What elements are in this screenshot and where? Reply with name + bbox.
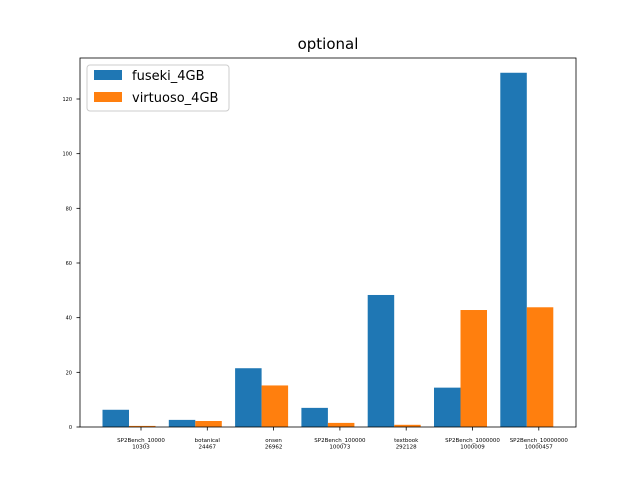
y-tick-label: 40 bbox=[66, 316, 72, 322]
bar-virtuoso-3 bbox=[327, 422, 355, 427]
chart-title: optional bbox=[298, 35, 359, 53]
y-tick-label: 80 bbox=[66, 206, 72, 212]
bars-layer bbox=[102, 72, 554, 427]
y-tick-label: 120 bbox=[62, 97, 72, 103]
axes-layer bbox=[79, 57, 577, 428]
x-tick-label: 26962 bbox=[265, 445, 283, 451]
legend: fuseki_4GB virtuoso_4GB bbox=[86, 64, 230, 112]
x-tick-label: 1000009 bbox=[460, 445, 485, 451]
x-tick-label: 292128 bbox=[396, 445, 417, 451]
y-tick-label: 0 bbox=[69, 425, 72, 431]
x-tick-label: 100073 bbox=[329, 445, 350, 451]
x-tick-label: botanical bbox=[195, 438, 221, 444]
bar-fuseki-5 bbox=[434, 387, 461, 427]
y-tick-label: 20 bbox=[66, 370, 72, 376]
bar-virtuoso-0 bbox=[129, 425, 156, 427]
y-tick-label: 60 bbox=[66, 261, 72, 267]
x-tick-label: SP2Bench_1000000 bbox=[445, 438, 500, 444]
legend-label-virtuoso: virtuoso_4GB bbox=[132, 91, 218, 106]
bar-fuseki-1 bbox=[168, 419, 196, 427]
x-tick-label: SP2Bench_10000000 bbox=[510, 438, 569, 444]
x-tick-label: onsen bbox=[265, 438, 282, 444]
bar-virtuoso-2 bbox=[261, 385, 289, 427]
y-axis-ticks: 0 20 40 60 80 100 120 bbox=[62, 97, 80, 431]
x-tick-label: 24467 bbox=[199, 445, 217, 451]
bar-virtuoso-5 bbox=[460, 310, 487, 427]
x-tick-label: 10303 bbox=[132, 445, 150, 451]
x-tick-label: textbook bbox=[394, 438, 419, 444]
bar-fuseki-4 bbox=[367, 294, 395, 427]
bar-virtuoso-6 bbox=[526, 307, 554, 427]
x-tick-label: SP2Bench_100000 bbox=[314, 438, 366, 444]
bar-virtuoso-4 bbox=[394, 424, 421, 427]
bar-virtuoso-1 bbox=[195, 420, 222, 427]
bar-fuseki-3 bbox=[301, 407, 328, 427]
plot-frame bbox=[79, 57, 577, 428]
legend-label-fuseki: fuseki_4GB bbox=[132, 69, 205, 84]
legend-box bbox=[86, 64, 230, 112]
bar-fuseki-0 bbox=[102, 409, 129, 427]
legend-swatch-fuseki bbox=[94, 70, 122, 80]
y-tick-label: 100 bbox=[62, 152, 72, 158]
bar-fuseki-2 bbox=[235, 368, 262, 427]
bar-fuseki-6 bbox=[500, 72, 527, 427]
legend-swatch-virtuoso bbox=[94, 92, 122, 102]
x-tick-label: SP2Bench_10000 bbox=[117, 438, 165, 444]
x-tick-label: 10000457 bbox=[525, 445, 553, 451]
